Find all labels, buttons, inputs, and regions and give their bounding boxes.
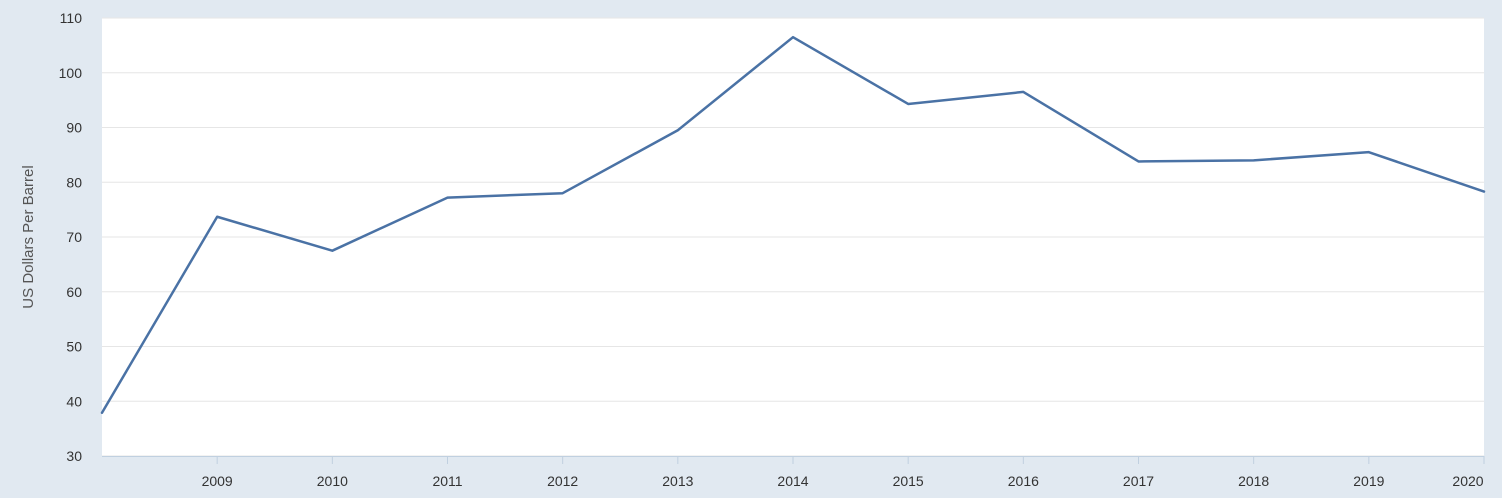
series-line-0 — [100, 35, 1486, 414]
y-tick-label: 50 — [66, 339, 82, 355]
y-tick-label: 30 — [66, 448, 82, 464]
data-point[interactable] — [1017, 86, 1029, 98]
data-point[interactable] — [326, 245, 338, 257]
data-point[interactable] — [902, 98, 914, 110]
x-tick-label: 2018 — [1238, 473, 1269, 489]
x-tick-label: 2014 — [777, 473, 808, 489]
y-tick-label: 70 — [66, 229, 82, 245]
data-point[interactable] — [1248, 154, 1260, 166]
data-point[interactable] — [1478, 186, 1490, 198]
data-point[interactable] — [211, 211, 223, 223]
x-tick-label: 2016 — [1008, 473, 1039, 489]
data-point[interactable] — [672, 124, 684, 136]
data-point[interactable] — [1363, 146, 1375, 158]
y-axis-ticks: 30 40 50 60 70 80 90 100 110 — [59, 10, 83, 464]
x-tick-label: 2019 — [1353, 473, 1384, 489]
x-tick-label: 2015 — [893, 473, 924, 489]
x-tick-label: 2012 — [547, 473, 578, 489]
y-tick-label: 100 — [59, 65, 83, 81]
data-point[interactable] — [557, 187, 569, 199]
series-layer — [96, 31, 1490, 419]
y-tick-label: 110 — [60, 10, 83, 26]
data-point[interactable] — [1133, 155, 1145, 167]
x-tick-label: 2011 — [432, 473, 462, 489]
data-point[interactable] — [787, 31, 799, 43]
y-axis-title: US Dollars Per Barrel — [20, 165, 37, 308]
x-tick-label: 2017 — [1123, 473, 1154, 489]
y-tick-label: 80 — [66, 174, 82, 190]
x-axis-ticks: 2009 2010 2011 2012 2013 2014 2015 2016 2017 2018… — [202, 456, 1485, 489]
data-point[interactable] — [442, 192, 454, 204]
x-tick-label: 2013 — [662, 473, 693, 489]
x-tick-label: 2010 — [317, 473, 348, 489]
y-tick-label: 60 — [66, 284, 82, 300]
y-tick-label: 90 — [66, 120, 82, 136]
data-point[interactable] — [96, 407, 108, 419]
y-tick-label: 40 — [66, 393, 82, 409]
x-tick-label: 2009 — [202, 473, 233, 489]
x-tick-label: 2020 — [1452, 473, 1483, 489]
